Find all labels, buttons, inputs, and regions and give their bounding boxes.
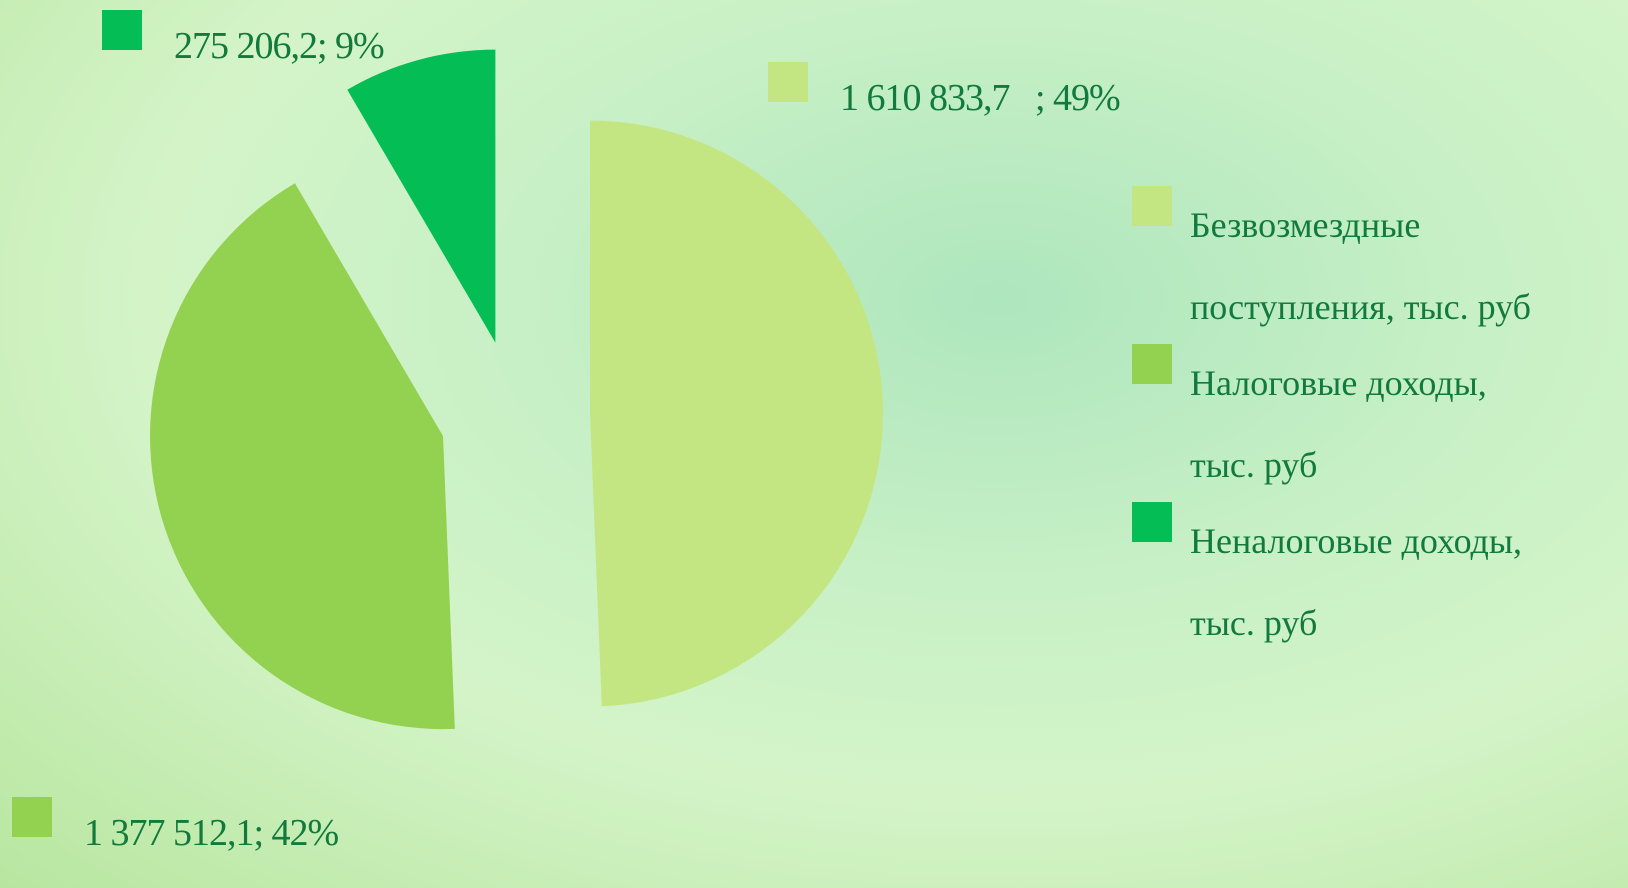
pie-slice — [150, 183, 455, 730]
data-label: 1 610 833,7 ; 49% — [840, 77, 1121, 119]
legend-label: Безвозмездные поступления, тыс. руб — [1190, 205, 1531, 327]
legend-label: Налоговые доходы, тыс. руб — [1190, 363, 1487, 485]
legend-swatch — [1132, 502, 1172, 542]
label-swatch — [768, 62, 808, 102]
legend-label: Неналоговые доходы, тыс. руб — [1190, 521, 1523, 643]
pie-slice — [589, 120, 883, 707]
label-swatch — [12, 797, 52, 837]
pie-slice — [347, 49, 496, 343]
legend-swatch — [1132, 344, 1172, 384]
legend-item: Налоговые доходы, тыс. руб — [1132, 342, 1552, 506]
label-swatch — [102, 10, 142, 50]
legend-item: Неналоговые доходы, тыс. руб — [1132, 500, 1552, 664]
legend-item: Безвозмездные поступления, тыс. руб — [1132, 184, 1552, 348]
data-label: 1 377 512,1; 42% — [84, 812, 339, 854]
legend: Безвозмездные поступления, тыс. руб Налог… — [1132, 186, 1552, 664]
data-label: 275 206,2; 9% — [174, 25, 385, 67]
legend-swatch — [1132, 186, 1172, 226]
